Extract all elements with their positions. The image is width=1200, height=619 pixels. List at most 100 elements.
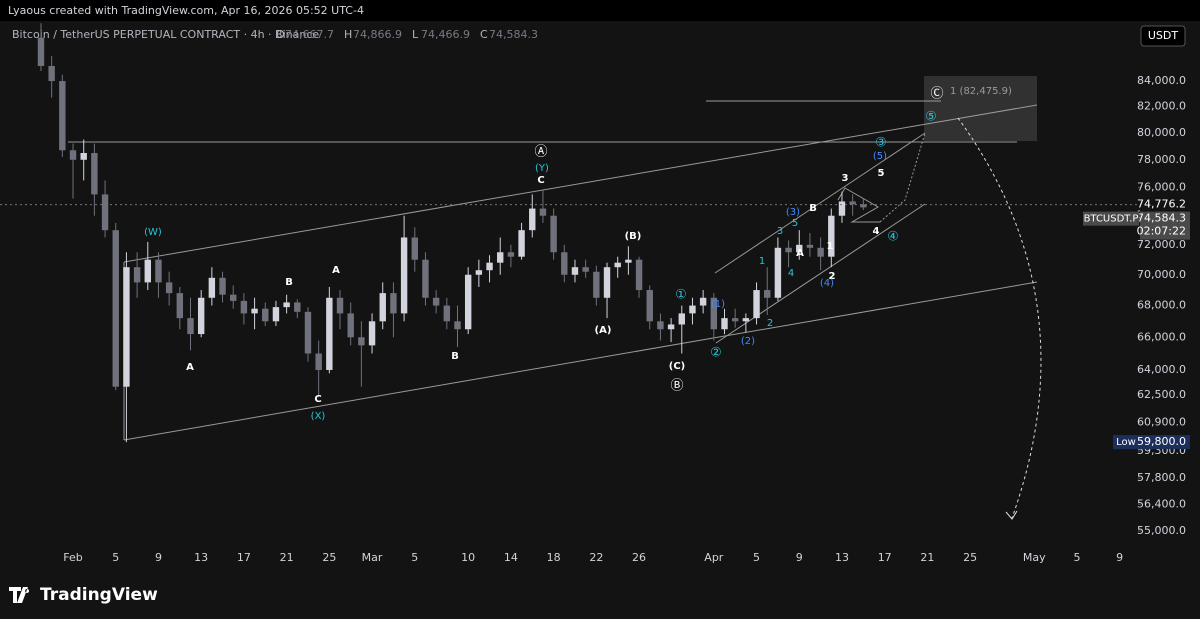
ohlc-value: 74,667.7 bbox=[285, 28, 334, 41]
channel-upper bbox=[123, 104, 1038, 263]
candle-body bbox=[155, 259, 162, 283]
candle-body bbox=[262, 308, 269, 322]
rising-channel-lower bbox=[715, 203, 926, 344]
candle-body bbox=[486, 262, 493, 271]
candle-body bbox=[251, 308, 258, 314]
y-tick-label: 55,000.0 bbox=[1137, 524, 1186, 537]
x-tick-label: 9 bbox=[155, 551, 162, 564]
wave-label: 4 bbox=[788, 268, 794, 279]
candle-body bbox=[80, 152, 87, 160]
x-tick-label: 5 bbox=[112, 551, 119, 564]
candle-body bbox=[667, 324, 675, 330]
candle-body bbox=[165, 282, 173, 294]
x-tick-label: 9 bbox=[796, 551, 803, 564]
y-tick-label: 80,000.0 bbox=[1137, 126, 1186, 139]
ohlc-key: L bbox=[412, 28, 419, 41]
ohlc-value: 74,584.3 bbox=[489, 28, 538, 41]
candle-body bbox=[432, 297, 440, 306]
wave-label: (3) bbox=[786, 207, 800, 218]
x-tick-label: 22 bbox=[589, 551, 603, 564]
wave-label: (A) bbox=[595, 325, 612, 336]
x-tick-label: 13 bbox=[194, 551, 208, 564]
x-tick-label: 25 bbox=[322, 551, 336, 564]
candle-body bbox=[230, 294, 237, 301]
x-tick-label: 26 bbox=[632, 551, 646, 564]
symbol-title: Bitcoin / TetherUS PERPETUAL CONTRACT · … bbox=[12, 28, 319, 41]
candle-body bbox=[689, 305, 696, 314]
candle-body bbox=[817, 247, 824, 257]
candle-body bbox=[657, 321, 664, 330]
x-tick-label: Feb bbox=[63, 551, 82, 564]
arrow-head bbox=[1005, 510, 1018, 520]
x-tick-label: Mar bbox=[362, 551, 383, 564]
candle-body bbox=[101, 194, 109, 231]
price-axis: 55,000.056,400.057,800.059,300.060,900.0… bbox=[1083, 74, 1190, 537]
wave-label: (4) bbox=[820, 278, 834, 289]
candle-body bbox=[785, 247, 792, 253]
logo-text[interactable]: TradingView bbox=[40, 585, 158, 605]
candle-body bbox=[272, 307, 280, 322]
triangle bbox=[837, 187, 880, 223]
crosshair-tag bbox=[1140, 197, 1190, 212]
candle-body bbox=[443, 305, 451, 322]
wave-label: (Y) bbox=[535, 163, 549, 174]
y-tick-label: 60,900.0 bbox=[1137, 416, 1186, 429]
ohlc-key: O bbox=[276, 28, 285, 41]
projection bbox=[879, 132, 926, 223]
x-tick-label: 21 bbox=[920, 551, 934, 564]
y-tick-label: 62,500.0 bbox=[1137, 388, 1186, 401]
wave-label: ③ bbox=[875, 136, 887, 151]
candle-body bbox=[571, 267, 579, 275]
candle-body bbox=[144, 259, 151, 283]
ohlc-legend: O 74,667.7 H 74,866.9 L 74,466.9 C 74,584.3 bbox=[276, 28, 538, 41]
candle-body bbox=[304, 311, 312, 354]
x-tick-label: 17 bbox=[878, 551, 892, 564]
x-tick-label: Apr bbox=[704, 551, 724, 564]
candle-body bbox=[123, 267, 130, 387]
y-tick-label: 82,000.0 bbox=[1137, 100, 1186, 113]
y-tick-label: 78,000.0 bbox=[1137, 153, 1186, 166]
candle-body bbox=[400, 237, 408, 314]
candle-body bbox=[678, 313, 685, 325]
y-tick-label: 64,000.0 bbox=[1137, 363, 1186, 376]
wave-label: C bbox=[314, 394, 321, 405]
candle-body bbox=[336, 297, 344, 314]
candle-body bbox=[390, 293, 397, 314]
candle-body bbox=[48, 65, 55, 82]
candle-body bbox=[582, 267, 589, 272]
x-tick-label: 14 bbox=[504, 551, 518, 564]
wave-label: (1) bbox=[711, 299, 725, 310]
rising-channel-upper bbox=[714, 132, 926, 274]
wave-label: (B) bbox=[625, 231, 642, 242]
candle-body bbox=[753, 290, 760, 319]
logo-mark[interactable] bbox=[9, 587, 30, 603]
low-price: 59,800.0 bbox=[1137, 435, 1186, 448]
candle-body bbox=[699, 297, 707, 306]
candle-body bbox=[518, 230, 525, 257]
candle-body bbox=[294, 302, 301, 312]
ohlc-key: H bbox=[344, 28, 352, 41]
last-price-tag bbox=[1140, 211, 1190, 240]
x-tick-label: May bbox=[1023, 551, 1046, 564]
candle-body bbox=[731, 318, 739, 322]
wave-label: A bbox=[186, 362, 194, 373]
candle-body bbox=[860, 204, 867, 208]
x-tick-label: 9 bbox=[1116, 551, 1123, 564]
candle-body bbox=[133, 267, 141, 283]
candle-body bbox=[283, 302, 290, 308]
countdown: 02:07:22 bbox=[1137, 225, 1186, 238]
candle-body bbox=[187, 318, 194, 335]
candle-body bbox=[208, 277, 216, 298]
wave-label: (W) bbox=[144, 227, 162, 238]
y-tick-label: 72,000.0 bbox=[1137, 238, 1186, 251]
x-tick-label: 18 bbox=[547, 551, 561, 564]
symbol-tag: BTCUSDT.P bbox=[1084, 214, 1139, 225]
wave-label: A bbox=[796, 248, 804, 259]
wave-label: B bbox=[809, 203, 817, 214]
currency[interactable]: USDT bbox=[1148, 29, 1179, 42]
x-tick-label: 10 bbox=[461, 551, 475, 564]
header-note: Lyaous created with TradingView.com, Apr… bbox=[8, 4, 364, 17]
currency-box[interactable] bbox=[1140, 25, 1186, 47]
logo[interactable]: TradingView bbox=[9, 585, 158, 605]
